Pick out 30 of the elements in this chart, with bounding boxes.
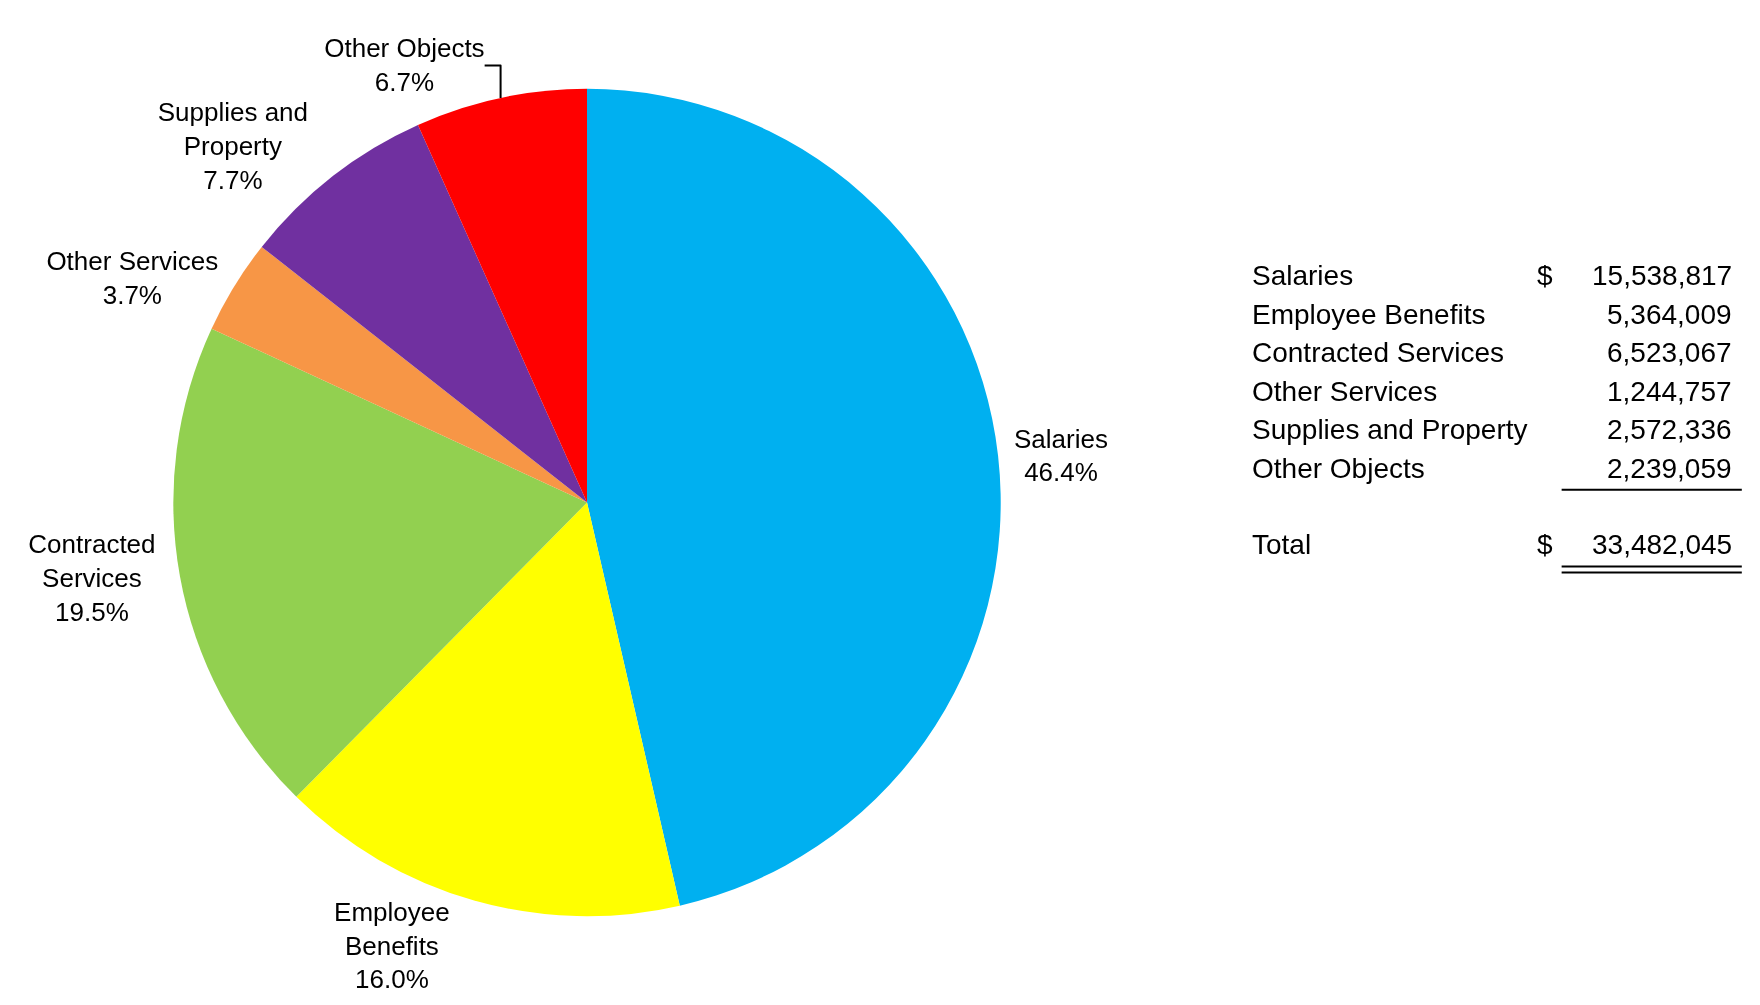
pie-slice xyxy=(173,328,588,797)
slice-label: Salaries xyxy=(1252,260,1354,291)
slice-label: Other Objects xyxy=(324,33,485,64)
text: 2,572,336 xyxy=(1607,414,1732,445)
text: 2,239,059 xyxy=(1607,453,1732,484)
text: $ xyxy=(1537,260,1553,291)
slice-label: Employee Benefits xyxy=(334,896,450,961)
text: Total xyxy=(1252,529,1312,560)
slice-label: Salaries xyxy=(1014,423,1108,454)
text: 33,482,045 xyxy=(1592,529,1733,560)
category-label: Other Services xyxy=(1252,376,1438,407)
category-label: Contracted Services xyxy=(1252,337,1505,368)
slice-label: Supplies and Property xyxy=(157,97,309,162)
slice-label: Other Services xyxy=(46,245,219,276)
text: $ xyxy=(1537,529,1553,560)
text: 15,538,817 xyxy=(1592,260,1733,291)
text: 5,364,009 xyxy=(1607,299,1732,330)
data-label: 7.7% xyxy=(203,164,263,195)
category-label: Other Objects xyxy=(1252,453,1425,484)
text: 1,244,757 xyxy=(1607,376,1732,407)
data-label: 19.5% xyxy=(55,596,129,627)
data-label: 6.7% xyxy=(374,67,435,98)
category-label: Employee Benefits xyxy=(1252,299,1486,330)
slice-label: Contracted Services xyxy=(28,528,156,593)
text: 6,523,067 xyxy=(1607,337,1732,368)
data-label: 46.4% xyxy=(1024,457,1098,488)
data-label: 3.7% xyxy=(102,279,162,310)
category-label: Supplies and Property xyxy=(1252,414,1528,445)
pie-slice xyxy=(587,88,1001,906)
data-label: 16.0% xyxy=(355,964,429,995)
